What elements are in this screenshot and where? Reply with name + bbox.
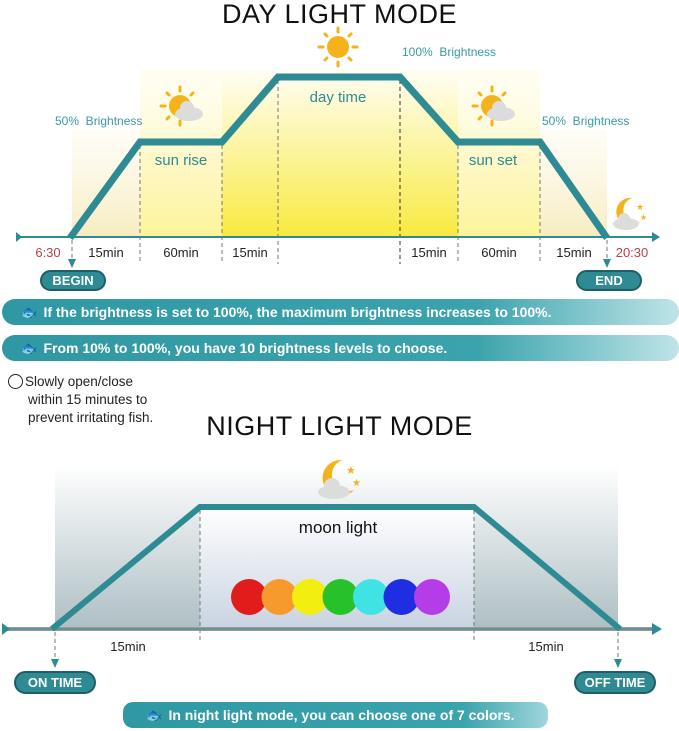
color-swatch [231,579,267,615]
end-badge: END [576,270,642,291]
sun-icon [317,26,359,68]
color-swatch [353,579,389,615]
svg-text:★: ★ [346,465,356,477]
duration-label: 15min [556,245,591,260]
day-time-label: day time [310,89,367,106]
sun-rise-label: sun rise [155,152,208,169]
note-line: prevent irritating fish. [28,410,154,425]
day-dividers [71,80,608,264]
note-line: Slowly open/close [25,374,134,389]
info-banner: 🐟 From 10% to 100%, you have 10 brightnes… [2,335,679,361]
sun-cloud-icon [471,85,515,127]
note-line: within 15 minutes to [28,392,148,407]
color-options [231,579,450,615]
fish-icon: 🐟 [145,707,163,723]
brightness-50-left: 50% Brightness [55,114,142,128]
on-time-badge: ON TIME [14,671,96,694]
banner-text: From 10% to 100%, you have 10 brightness… [43,340,448,356]
duration-label: 60min [163,245,198,260]
end-time: 20:30 [616,245,649,260]
start-time: 6:30 [35,245,60,260]
sun-cloud-icon [159,85,203,127]
slow-open-note: Slowly open/close within 15 minutes to p… [8,373,153,427]
moon-light-label: moon light [299,518,378,537]
day-brightness-curve [67,73,610,241]
night-info-banner: 🐟 In night light mode, you can choose one… [123,702,548,728]
duration-label: 15min [88,245,123,260]
brightness-50-right: 50% Brightness [542,114,629,128]
duration-label: 60min [481,245,516,260]
begin-badge: BEGIN [40,270,106,291]
moon-cloud-icon: ★★ [613,197,647,230]
duration-label: 15min [411,245,446,260]
svg-text:★: ★ [636,202,644,212]
color-swatch [414,579,450,615]
night-mode-title: NIGHT LIGHT MODE [206,411,473,441]
banner-text: In night light mode, you can choose one … [168,707,515,723]
duration-label: 15min [232,245,267,260]
svg-text:★: ★ [352,478,361,489]
svg-text:★: ★ [640,213,647,222]
duration-label: 15min [110,639,145,654]
info-banner: 🐟 If the brightness is set to 100%, the m… [2,299,679,325]
off-time-badge: OFF TIME [574,671,656,694]
fish-icon: 🐟 [20,340,38,356]
fish-icon: 🐟 [20,304,38,320]
moon-cloud-icon: ★★ [318,459,361,499]
sun-set-label: sun set [469,152,518,169]
color-swatch [383,579,420,615]
duration-label: 15min [528,639,563,654]
night-dividers [54,510,619,660]
brightness-100: 100% Brightness [402,45,496,59]
color-swatch [261,579,298,615]
banner-text: If the brightness is set to 100%, the ma… [43,304,552,320]
day-mode-title: DAY LIGHT MODE [221,0,458,29]
clock-icon [8,374,23,389]
color-swatch [322,579,359,615]
color-swatch [292,579,328,615]
night-brightness-curve [50,504,622,632]
